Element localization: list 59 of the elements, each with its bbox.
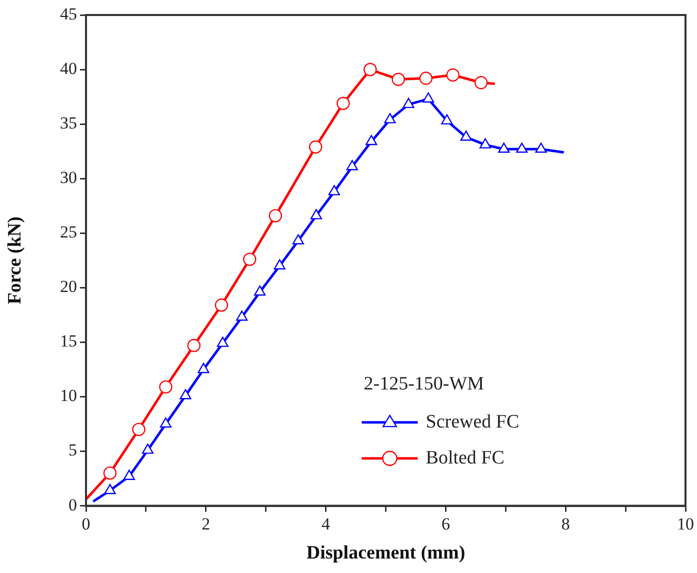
y-tick-label: 35 [60,114,77,133]
point [441,114,453,124]
point [180,389,192,400]
point [103,466,117,480]
point [216,336,228,347]
point [474,76,488,90]
y-tick-label: 25 [60,222,77,242]
y-tick-label: 20 [60,277,77,296]
point [104,484,116,494]
point [516,142,528,153]
point [132,422,146,436]
point [160,417,172,428]
y-tick-label: 5 [68,440,77,460]
point [243,252,256,266]
y-tick-label: 0 [68,495,77,514]
x-tick-label: 10 [677,514,694,534]
x-tick-label: 2 [202,514,210,534]
point [392,72,405,86]
legend-label: Screwed FC [426,411,520,432]
y-tick-label: 10 [60,386,77,406]
y-tick-label: 40 [60,59,77,78]
point [446,68,460,82]
x-tick-label: 8 [561,514,570,534]
y-axis-title: Force (kN) [4,216,26,304]
point [274,259,286,270]
point [419,72,433,85]
point [422,92,434,103]
point [187,338,201,352]
point [310,209,322,220]
point [328,185,340,196]
point [384,113,396,124]
point [159,380,172,394]
x-axis-title: Displacement (mm) [306,542,466,564]
point [460,130,472,141]
point [364,62,377,76]
point [198,362,210,374]
point [402,98,414,108]
legend-title: 2-125-150-WM [364,373,484,394]
point [123,470,135,480]
legend-label: Bolted FC [426,447,504,468]
point [498,142,510,153]
point [292,234,304,244]
x-tick-label: 4 [322,514,331,534]
point [535,142,547,153]
point [268,209,282,222]
y-tick-label: 30 [60,168,77,188]
point [142,444,154,454]
y-tick-label: 15 [60,332,77,351]
point [254,285,266,296]
point [309,140,322,154]
x-tick-label: 0 [82,514,90,534]
point [236,310,248,321]
point [479,138,492,148]
point [366,134,378,146]
x-tick-label: 6 [441,514,450,534]
point [214,298,228,312]
point [336,96,350,110]
y-tick-label: 45 [60,4,77,24]
point [346,160,358,170]
